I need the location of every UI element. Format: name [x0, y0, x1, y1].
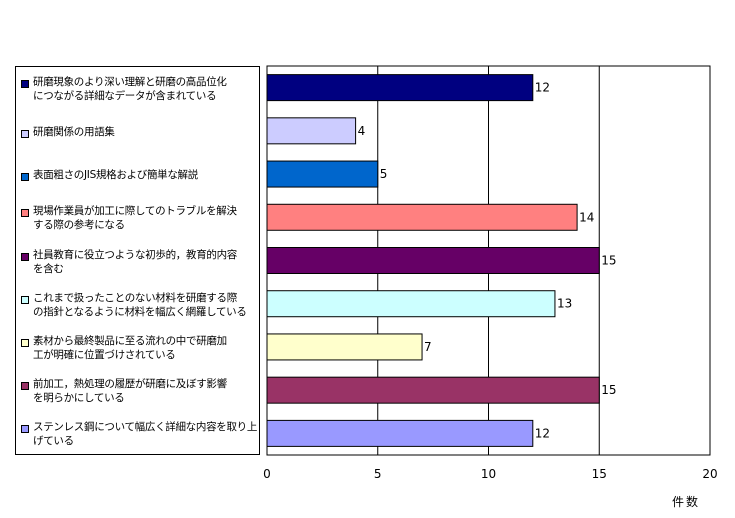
legend-swatch [21, 295, 29, 304]
bar [266, 203, 578, 231]
legend-item: 前加工，熱処理の履歴が研磨に及ぼす影響 を明らかにしている [16, 377, 259, 405]
data-label: 5 [380, 167, 388, 181]
bar [266, 376, 600, 404]
x-tick-label: 0 [263, 467, 271, 481]
legend-item: 現場作業員が加工に際してのトラブルを解決 する際の参考になる [16, 204, 259, 232]
legend-label: 研磨関係の用語集 [33, 125, 115, 138]
legend-item: 社員教育に役立つような初歩的，教育的内容 を含む [16, 248, 259, 276]
legend-label: 研磨現象のより深い理解と研磨の高品位化 につながる詳細なデータが含まれている [33, 75, 227, 102]
bar [266, 290, 556, 318]
legend-swatch [21, 209, 29, 218]
x-axis-label: 件数 [672, 495, 701, 509]
legend-label: 現場作業員が加工に際してのトラブルを解決 する際の参考になる [33, 205, 237, 232]
legend-label: ステンレス鋼について幅広く詳細な内容を取り上 げている [33, 421, 258, 448]
legend-label: 素材から最終製品に至る流れの中で研磨加 工が明確に位置づけされている [33, 334, 227, 361]
legend-swatch [21, 338, 29, 347]
legend-item: 素材から最終製品に至る流れの中で研磨加 工が明確に位置づけされている [16, 334, 259, 362]
data-label: 15 [601, 254, 616, 268]
legend-swatch [21, 252, 29, 261]
legend-swatch [21, 79, 29, 88]
legend-swatch [21, 425, 29, 434]
legend-item: 表面粗さのJIS規格および簡単な解説 [16, 168, 259, 182]
legend-item: 研磨関係の用語集 [16, 125, 259, 139]
bar [266, 160, 379, 188]
legend-item: これまで扱ったことのない材料を研磨する際 の指針となるように材料を幅広く網羅して… [16, 291, 259, 319]
bars [266, 74, 600, 447]
data-labels: 12 4 5 14 15 13 7 15 12 [358, 81, 617, 441]
data-label: 7 [424, 340, 432, 354]
legend-label: 表面粗さのJIS規格および簡単な解説 [33, 169, 198, 182]
x-tick-label: 5 [374, 467, 382, 481]
x-tick-label: 20 [702, 467, 717, 481]
bar [266, 117, 357, 145]
bar [266, 419, 534, 447]
bar [266, 74, 534, 102]
legend-label: 前加工，熱処理の履歴が研磨に及ぼす影響 を明らかにしている [33, 378, 227, 405]
x-axis-ticks: 0 5 10 15 20 [263, 467, 717, 481]
legend-item: ステンレス鋼について幅広く詳細な内容を取り上 げている [16, 420, 259, 448]
legend-label: これまで扱ったことのない材料を研磨する際 の指針となるように材料を幅広く網羅して… [33, 291, 247, 318]
legend-item: 研磨現象のより深い理解と研磨の高品位化 につながる詳細なデータが含まれている [16, 75, 259, 103]
legend-label: 社員教育に役立つような初歩的，教育的内容 を含む [33, 248, 237, 275]
bar [266, 333, 423, 361]
data-label: 12 [535, 426, 550, 440]
x-tick-label: 10 [481, 467, 496, 481]
legend: 研磨現象のより深い理解と研磨の高品位化 につながる詳細なデータが含まれている研磨… [15, 66, 260, 455]
legend-swatch [21, 129, 29, 138]
x-tick-label: 15 [592, 467, 607, 481]
legend-swatch [21, 382, 29, 391]
data-label: 12 [535, 81, 550, 95]
legend-swatch [21, 173, 29, 182]
data-label: 13 [557, 297, 572, 311]
data-label: 4 [358, 124, 366, 138]
data-label: 15 [601, 383, 616, 397]
data-label: 14 [579, 210, 594, 224]
bar [266, 247, 600, 274]
